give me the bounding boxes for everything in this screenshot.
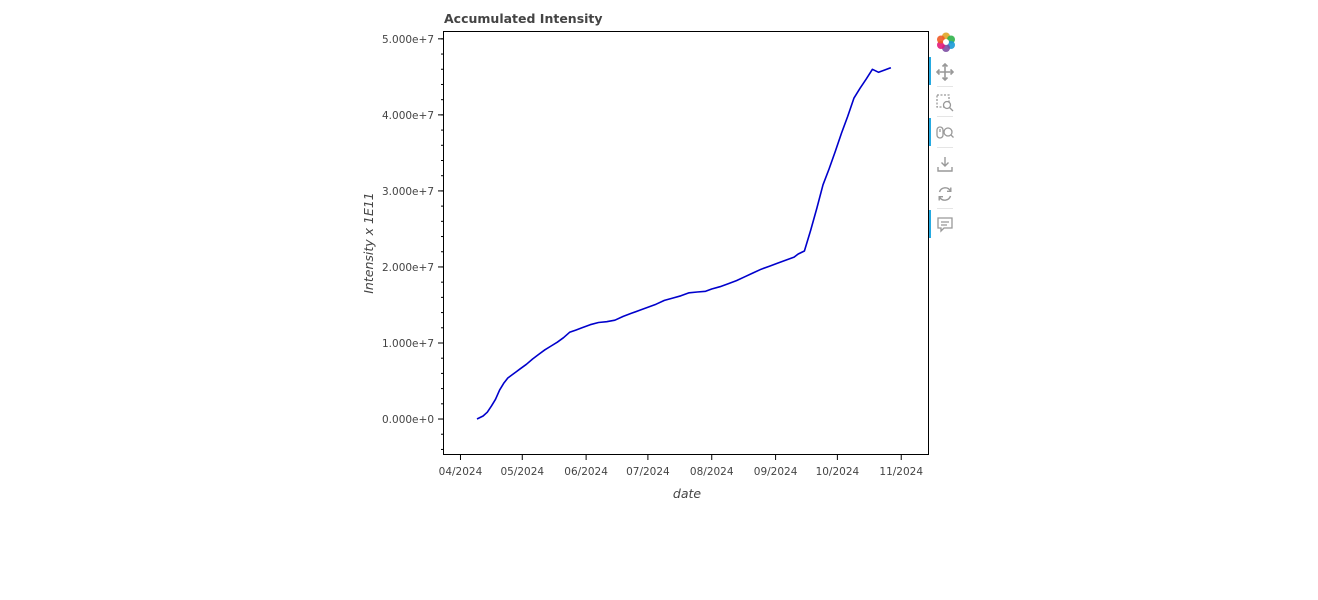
x-tick-label: 05/2024 bbox=[500, 466, 544, 478]
y-tick-label: 0.000e+0 bbox=[382, 414, 434, 426]
x-tick-label: 10/2024 bbox=[816, 466, 860, 478]
y-tick-label: 5.000e+7 bbox=[382, 34, 434, 46]
x-tick-label: 11/2024 bbox=[879, 466, 923, 478]
x-tick-label: 04/2024 bbox=[439, 466, 483, 478]
reset-icon[interactable] bbox=[929, 179, 961, 207]
y-axis: 0.000e+0 1.000e+7 2.000e+7 3.000e+7 4.000e+7… bbox=[382, 34, 444, 450]
series-layer bbox=[476, 66, 892, 420]
x-tick-label: 06/2024 bbox=[564, 466, 608, 478]
x-axis: 04/2024 05/2024 06/2024 07/2024 08/2024 09/20… bbox=[439, 454, 923, 478]
box-zoom-icon[interactable] bbox=[929, 88, 961, 116]
pan-icon[interactable] bbox=[929, 57, 961, 85]
y-tick-label: 3.000e+7 bbox=[382, 186, 434, 198]
y-tick-label: 4.000e+7 bbox=[382, 110, 434, 122]
series-line bbox=[476, 66, 892, 420]
save-icon[interactable] bbox=[929, 149, 961, 177]
y-axis-title: Intensity x 1E11 bbox=[361, 192, 376, 294]
x-tick-label: 09/2024 bbox=[754, 466, 798, 478]
x-axis-title: date bbox=[673, 486, 701, 501]
chart-title: Accumulated Intensity bbox=[444, 11, 603, 26]
wheel-zoom-icon[interactable] bbox=[929, 118, 961, 146]
x-tick-label: 07/2024 bbox=[626, 466, 670, 478]
y-tick-label: 2.000e+7 bbox=[382, 262, 434, 274]
bokeh-logo-icon[interactable] bbox=[929, 26, 961, 54]
hover-icon[interactable] bbox=[929, 210, 961, 238]
y-tick-label: 1.000e+7 bbox=[382, 338, 434, 350]
x-tick-label: 08/2024 bbox=[690, 466, 734, 478]
plot-area[interactable] bbox=[443, 31, 929, 455]
